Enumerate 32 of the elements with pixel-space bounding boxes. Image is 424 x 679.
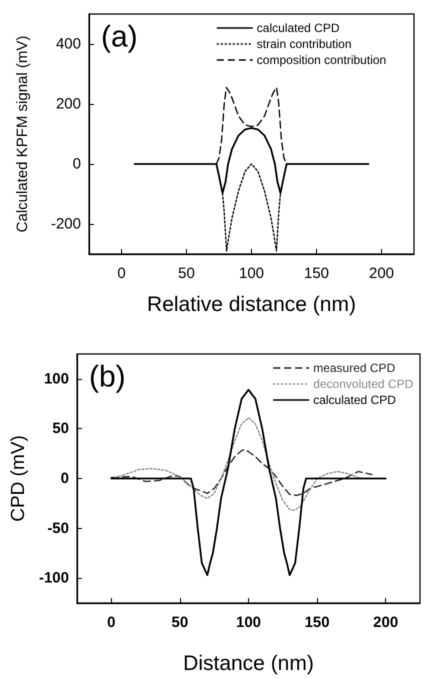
x-tick-label: 150 xyxy=(304,614,330,631)
y-tick-label: 100 xyxy=(44,370,69,388)
annotation: (b) xyxy=(89,360,126,394)
y-tick-label: -200 xyxy=(50,216,81,232)
y-tick-label: -50 xyxy=(47,520,69,537)
legend-label: measured CPD xyxy=(313,361,396,375)
y-tick-label: 400 xyxy=(56,36,81,52)
y-tick-label: 0 xyxy=(72,156,81,172)
x-tick-label: 100 xyxy=(236,614,262,631)
y-axis-title: Calculated KPFM signal (mV) xyxy=(14,36,31,232)
y-tick-label: 200 xyxy=(56,96,81,112)
x-tick-label: 0 xyxy=(107,614,116,631)
legend-label: composition contribution xyxy=(256,53,386,67)
x-axis-title: Distance (nm) xyxy=(183,652,314,675)
x-tick-label: 100 xyxy=(238,265,264,282)
line-series xyxy=(110,448,373,496)
x-axis-title: Relative distance (nm) xyxy=(147,293,356,316)
legend-label: calculated CPD xyxy=(313,393,396,407)
x-tick-label: 200 xyxy=(368,265,394,282)
annotation: (a) xyxy=(101,20,138,54)
x-tick-label: 0 xyxy=(117,265,126,282)
y-tick-label: 50 xyxy=(52,420,69,438)
y-tick-label: -100 xyxy=(38,570,69,587)
y-tick-label: 0 xyxy=(60,470,69,487)
x-tick-label: 200 xyxy=(373,614,398,631)
x-tick-label: 50 xyxy=(172,614,188,631)
legend-label: strain contribution xyxy=(256,37,352,51)
x-tick-label: 50 xyxy=(178,265,195,282)
legend-label: deconvoluted CPD xyxy=(313,377,414,391)
legend-label: calculated CPD xyxy=(256,21,340,35)
y-axis-title: CPD (mV) xyxy=(8,435,30,522)
x-tick-label: 150 xyxy=(304,265,330,282)
